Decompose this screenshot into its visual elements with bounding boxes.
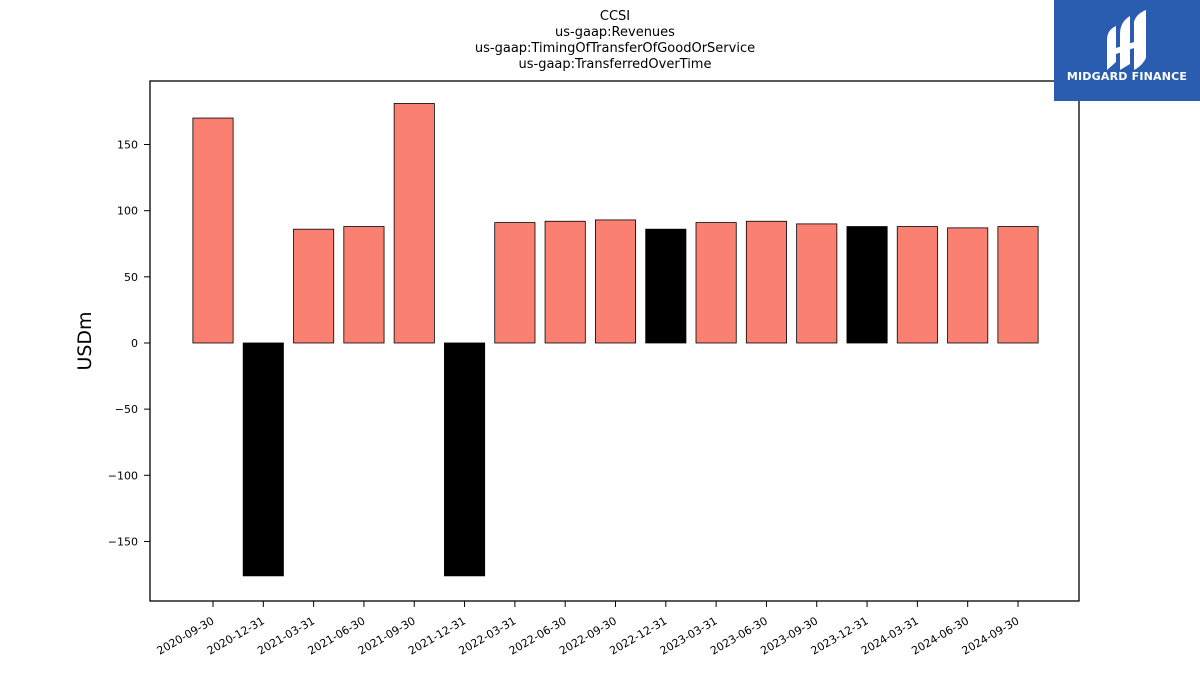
bar-2020-09-30 <box>192 117 234 344</box>
y-tick-label: 100 <box>117 205 138 218</box>
bars <box>192 103 1039 577</box>
chart-title-line-2: us-gaap:Revenues <box>555 25 675 40</box>
bar-2023-03-31 <box>695 222 737 344</box>
chart-title-line-1: CCSI <box>600 9 630 24</box>
y-tick-label: 150 <box>117 139 138 152</box>
bar-2023-12-31 <box>846 226 888 344</box>
plot-frame <box>149 80 1080 602</box>
bar-2022-09-30 <box>594 219 637 344</box>
y-tick-label: 50 <box>124 271 138 284</box>
y-axis-label: USDm <box>74 311 96 370</box>
y-tick-label: −50 <box>115 403 138 416</box>
chart-title-line-4: us-gaap:TransferredOverTime <box>519 57 712 72</box>
bar-2023-06-30 <box>745 220 787 344</box>
bar-2024-06-30 <box>947 227 989 344</box>
y-tick-label: 0 <box>131 337 138 350</box>
bar-2021-06-30 <box>343 226 385 344</box>
bar-2021-03-31 <box>293 228 335 344</box>
bar-2022-06-30 <box>544 220 586 344</box>
chart-title: CCSI us-gaap:Revenues us-gaap:TimingOfTr… <box>475 9 755 72</box>
chart-title-line-3: us-gaap:TimingOfTransferOfGoodOrService <box>475 41 755 56</box>
bar-2024-03-31 <box>896 226 938 344</box>
y-axis-ticks: 150 100 50 0 −50 −100 −150 <box>108 139 150 548</box>
bar-2021-12-31 <box>444 342 486 577</box>
x-tick-label: 2024-09-30 <box>960 614 1022 657</box>
y-tick-label: −150 <box>108 535 138 548</box>
bar-2022-12-31 <box>645 228 687 344</box>
brand-logo: MIDGARD FINANCE <box>1054 0 1200 101</box>
bar-2021-09-30 <box>393 103 435 344</box>
x-axis-ticks: 2020-09-302020-12-312021-03-312021-06-30… <box>155 601 1022 658</box>
bar-2023-09-30 <box>796 223 838 344</box>
bar-2022-03-31 <box>494 222 536 344</box>
bar-2024-09-30 <box>997 226 1039 344</box>
y-tick-label: −100 <box>108 469 138 482</box>
bar-2020-12-31 <box>242 342 284 577</box>
brand-mark-icon <box>1107 10 1146 70</box>
brand-name: MIDGARD FINANCE <box>1067 70 1187 83</box>
